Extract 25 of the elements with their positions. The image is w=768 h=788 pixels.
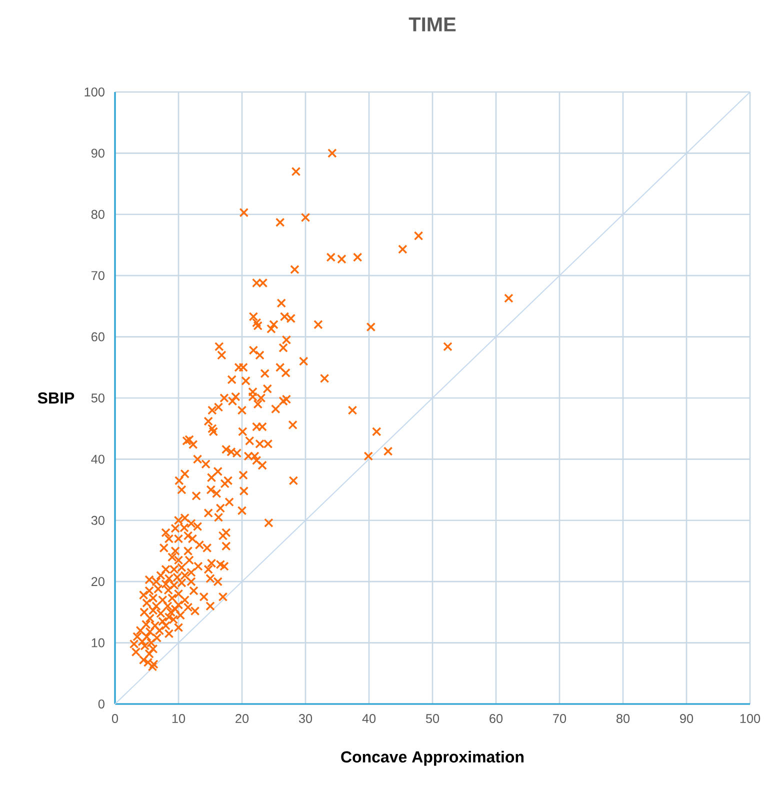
y-tick-label: 90: [91, 148, 104, 158]
x-tick-label: 60: [490, 714, 503, 724]
y-tick-label: 40: [91, 454, 104, 464]
chart-title: TIME: [408, 18, 456, 32]
y-axis-title: SBIP: [38, 392, 74, 404]
x-tick-label: 20: [236, 714, 249, 724]
x-axis-title: Concave Approximation: [341, 750, 524, 766]
y-tick-label: 70: [92, 271, 104, 280]
y-tick-label: 60: [92, 332, 104, 342]
y-tick-label: 10: [92, 638, 104, 648]
x-tick-label: 80: [616, 714, 630, 724]
x-tick-label: 30: [298, 714, 312, 724]
x-tick-label: 90: [680, 714, 694, 724]
y-tick-label: 0: [98, 700, 104, 708]
x-tick-label: 40: [362, 714, 376, 724]
y-tick-label: 50: [91, 394, 104, 402]
x-tick-label: 100: [740, 714, 760, 724]
y-tick-label: 30: [91, 516, 104, 525]
y-tick-label: 20: [91, 577, 104, 586]
y-tick-label: 100: [84, 88, 104, 96]
x-tick-label: 0: [112, 714, 118, 724]
x-tick-label: 70: [553, 714, 566, 724]
y-tick-label: 80: [91, 210, 104, 219]
x-tick-label: 50: [426, 714, 440, 724]
x-tick-label: 10: [172, 714, 186, 724]
